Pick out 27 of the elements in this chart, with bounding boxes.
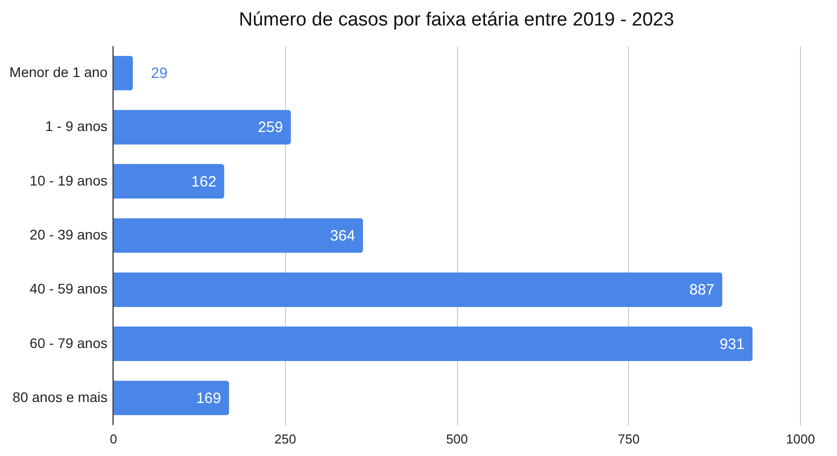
data-label: 162 (191, 173, 216, 190)
x-tick-label: 500 (446, 432, 468, 446)
data-label: 364 (330, 228, 356, 244)
x-tick-label: 750 (618, 432, 640, 446)
data-label: 887 (689, 282, 714, 299)
data-label: 931 (720, 336, 745, 353)
data-label: 29 (150, 65, 168, 82)
y-tick-label: 80 anos e mais (12, 388, 108, 405)
bar (113, 380, 230, 416)
bar (113, 272, 722, 307)
bar (113, 218, 364, 253)
bar (113, 164, 224, 199)
bar (113, 56, 133, 90)
y-tick-label: 60 - 79 anos (30, 334, 108, 351)
data-label: 169 (196, 390, 222, 407)
chart-title: Número de casos por faixa etária entre 2019 - 2023 (238, 10, 674, 30)
y-tick-label: 10 - 19 anos (30, 172, 108, 188)
x-tick-label: 1000 (786, 432, 815, 446)
y-tick-label: 40 - 59 anos (30, 280, 108, 297)
y-tick-label: 1 - 9 anos (45, 118, 108, 134)
x-tick-label: 250 (274, 432, 296, 446)
y-tick-label: Menor de 1 ano (9, 64, 108, 80)
bar (113, 326, 753, 362)
x-tick-label: 0 (110, 432, 118, 446)
data-label: 259 (258, 119, 283, 136)
bar (113, 110, 291, 145)
y-tick-label: 20 - 39 anos (30, 226, 108, 242)
